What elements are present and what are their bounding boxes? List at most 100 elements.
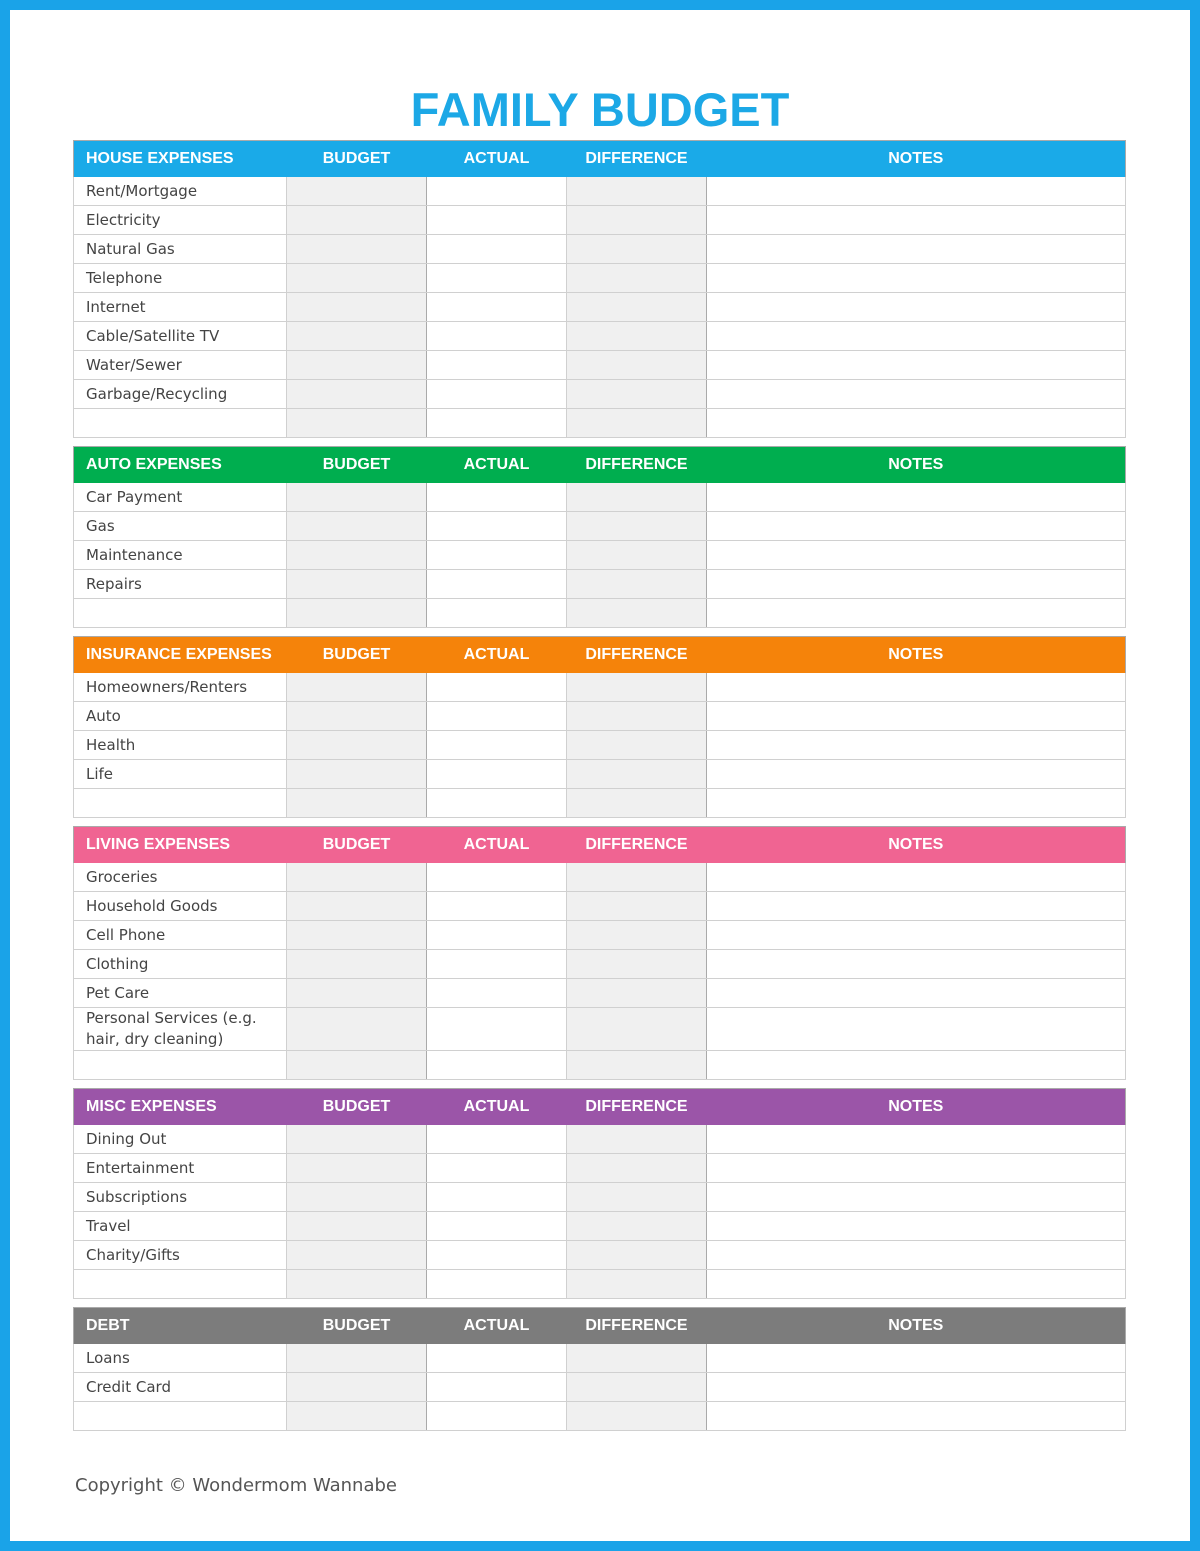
entry-cell (706, 788, 1126, 818)
entry-cell (706, 263, 1126, 293)
entry-cell (706, 511, 1126, 541)
entry-cell (426, 263, 567, 293)
column-header: ACTUAL (426, 636, 567, 673)
expense-label: Dining Out (73, 1125, 287, 1154)
entry-cell (286, 321, 427, 351)
column-header: BUDGET (286, 140, 427, 177)
copyright: Copyright © Wondermom Wannabe (75, 1475, 397, 1496)
entry-cell (706, 598, 1126, 628)
expense-label (73, 1401, 287, 1431)
sections: HOUSE EXPENSES BUDGET ACTUAL DIFFERENCE NOTE… (73, 140, 1126, 1439)
entry-cell (706, 1269, 1126, 1299)
section-header: MISC EXPENSES BUDGET ACTUAL DIFFERENCE NOTES (73, 1088, 1126, 1125)
expense-row: Subscriptions (73, 1182, 1126, 1212)
entry-cell (566, 863, 707, 892)
expense-label (73, 598, 287, 628)
expense-label: Charity/Gifts (73, 1240, 287, 1270)
budget-section: MISC EXPENSES BUDGET ACTUAL DIFFERENCE NOTES… (73, 1088, 1126, 1299)
expense-label: Cell Phone (73, 920, 287, 950)
entry-cell (566, 1182, 707, 1212)
expense-label: Subscriptions (73, 1182, 287, 1212)
expense-row: Garbage/Recycling (73, 379, 1126, 409)
entry-cell (286, 978, 427, 1008)
expense-row: Repairs (73, 569, 1126, 599)
entry-cell (286, 863, 427, 892)
entry-cell (706, 891, 1126, 921)
entry-cell (286, 701, 427, 731)
expense-label: Health (73, 730, 287, 760)
entry-cell (286, 292, 427, 322)
budget-section: LIVING EXPENSES BUDGET ACTUAL DIFFERENCE NOT… (73, 826, 1126, 1080)
entry-cell (566, 701, 707, 731)
title: FAMILY BUDGET (410, 83, 790, 136)
column-header: ACTUAL (426, 446, 567, 483)
entry-cell (566, 920, 707, 950)
expense-label: Credit Card (73, 1372, 287, 1402)
expense-label: Repairs (73, 569, 287, 599)
column-header: BUDGET (286, 1088, 427, 1125)
column-header: NOTES (706, 446, 1126, 483)
entry-cell (286, 1153, 427, 1183)
entry-cell (706, 863, 1126, 892)
entry-cell (426, 1240, 567, 1270)
entry-cell (426, 863, 567, 892)
entry-cell (706, 1182, 1126, 1212)
entry-cell (426, 949, 567, 979)
expense-row: Gas (73, 511, 1126, 541)
entry-cell (286, 263, 427, 293)
expense-label: Travel (73, 1211, 287, 1241)
entry-cell (566, 1401, 707, 1431)
entry-cell (706, 673, 1126, 702)
entry-cell (566, 1269, 707, 1299)
entry-cell (566, 540, 707, 570)
expense-label: Gas (73, 511, 287, 541)
expense-row: Household Goods (73, 891, 1126, 921)
entry-cell (286, 1344, 427, 1373)
expense-row: Health (73, 730, 1126, 760)
entry-cell (426, 598, 567, 628)
entry-cell (426, 788, 567, 818)
entry-cell (706, 350, 1126, 380)
column-header: DIFFERENCE (566, 826, 707, 863)
expense-label (73, 1050, 287, 1080)
column-header: ACTUAL (426, 1088, 567, 1125)
entry-cell (566, 1240, 707, 1270)
entry-cell (566, 408, 707, 438)
entry-cell (426, 321, 567, 351)
budget-section: DEBT BUDGET ACTUAL DIFFERENCE NOTES Loans Cred… (73, 1307, 1126, 1431)
column-header: DIFFERENCE (566, 446, 707, 483)
section-name: MISC EXPENSES (73, 1088, 287, 1125)
entry-cell (706, 1372, 1126, 1402)
expense-label: Internet (73, 292, 287, 322)
entry-cell (426, 1125, 567, 1154)
expense-label: Cable/Satellite TV (73, 321, 287, 351)
entry-cell (286, 1050, 427, 1080)
budget-section: AUTO EXPENSES BUDGET ACTUAL DIFFERENCE NOTES… (73, 446, 1126, 628)
expense-row: Groceries (73, 863, 1126, 892)
entry-cell (426, 673, 567, 702)
expense-row: Personal Services (e.g. hair, dry cleani… (73, 1007, 1126, 1051)
expense-label: Entertainment (73, 1153, 287, 1183)
expense-label: Homeowners/Renters (73, 673, 287, 702)
entry-cell (566, 569, 707, 599)
entry-cell (566, 234, 707, 264)
entry-cell (426, 483, 567, 512)
entry-cell (286, 569, 427, 599)
entry-cell (706, 1125, 1126, 1154)
column-header: ACTUAL (426, 1307, 567, 1344)
column-header: ACTUAL (426, 140, 567, 177)
expense-label: Groceries (73, 863, 287, 892)
entry-cell (706, 379, 1126, 409)
entry-cell (286, 1269, 427, 1299)
expense-label: Loans (73, 1344, 287, 1373)
entry-cell (566, 1344, 707, 1373)
column-header: ACTUAL (426, 826, 567, 863)
entry-cell (286, 730, 427, 760)
section-header: LIVING EXPENSES BUDGET ACTUAL DIFFERENCE NOT… (73, 826, 1126, 863)
expense-row: Natural Gas (73, 234, 1126, 264)
entry-cell (426, 920, 567, 950)
entry-cell (706, 205, 1126, 235)
expense-label: Clothing (73, 949, 287, 979)
expense-label (73, 788, 287, 818)
